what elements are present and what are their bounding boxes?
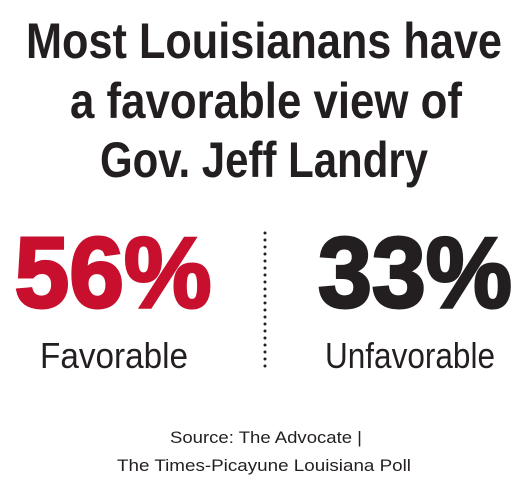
title-line: Gov. Jeff Landry xyxy=(100,132,428,188)
stat-value: 33% xyxy=(318,217,512,329)
source-line: The Times-Picayune Louisiana Poll xyxy=(117,456,411,475)
title-line: a favorable view of xyxy=(70,73,462,129)
stat-label: Favorable xyxy=(40,335,188,376)
title-line: Most Louisianans have xyxy=(26,13,502,69)
source-line: Source: The Advocate | xyxy=(170,428,362,447)
stat-label: Unfavorable xyxy=(325,335,495,376)
stat-value: 56% xyxy=(15,217,212,329)
